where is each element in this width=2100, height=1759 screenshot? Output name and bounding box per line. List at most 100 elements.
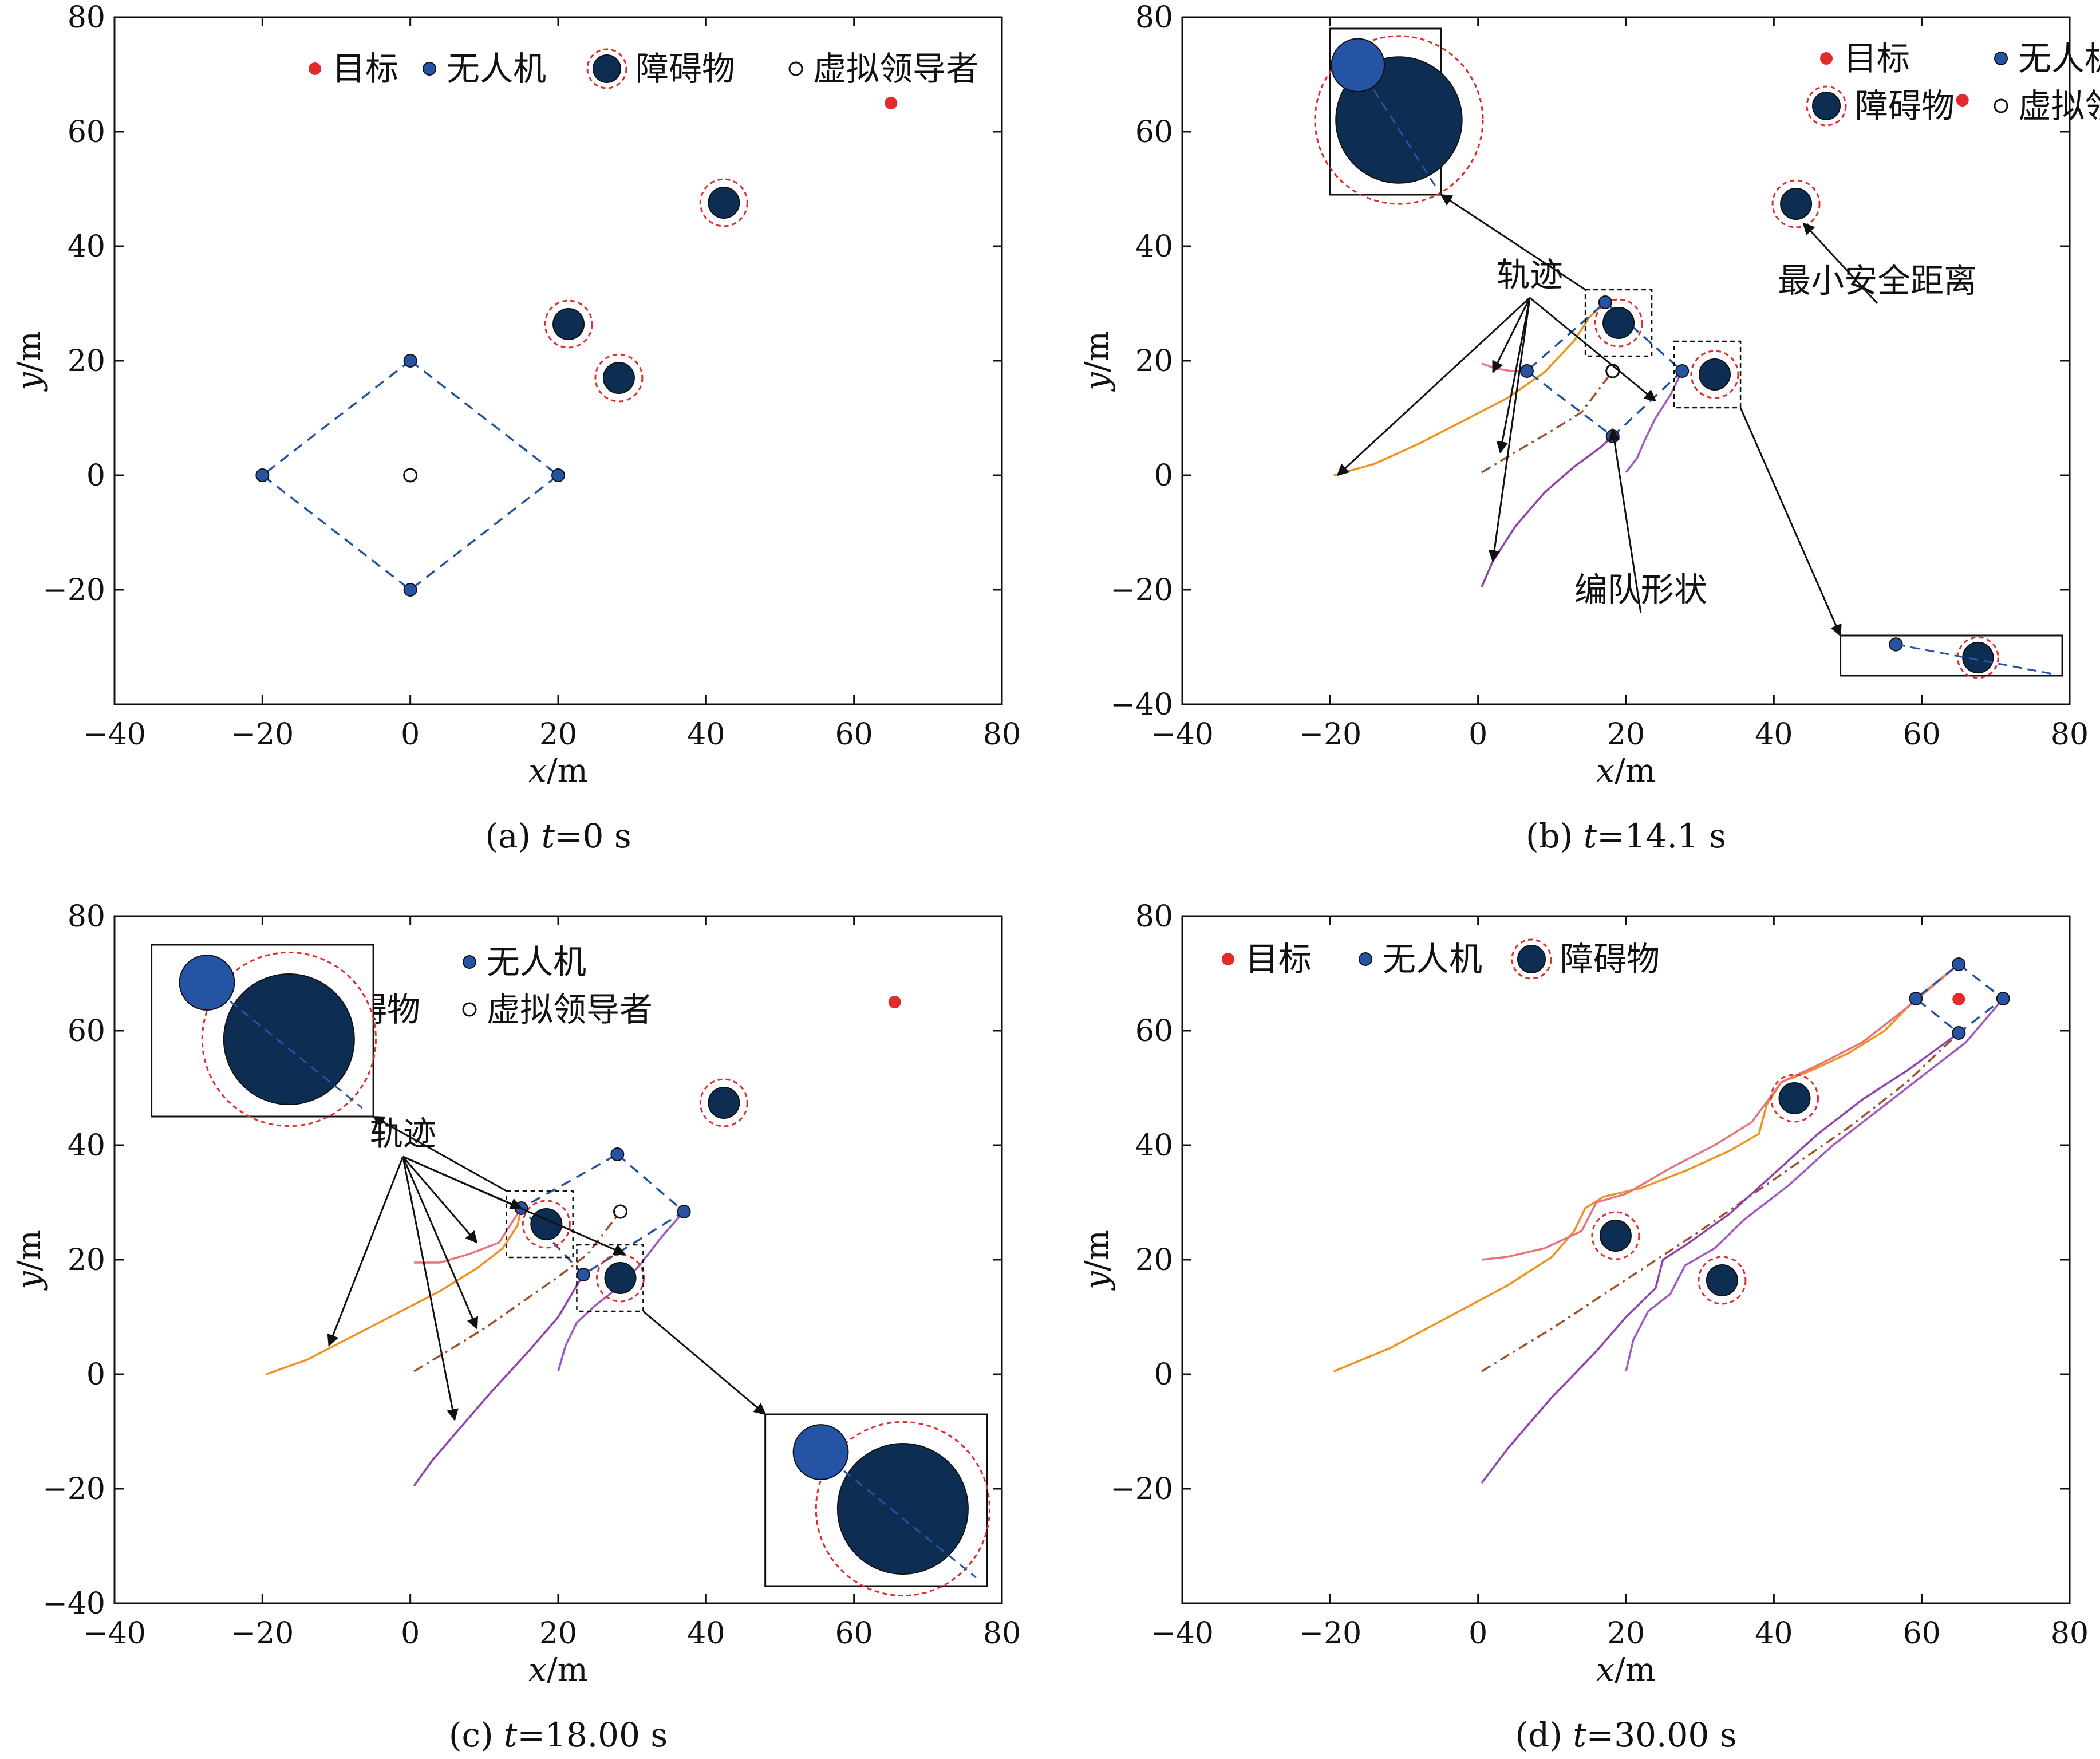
caption-rest: =14.1 s xyxy=(1597,817,1726,855)
obstacle-safety-ring xyxy=(1591,1211,1640,1260)
y-axis-label: y/m xyxy=(1079,331,1116,392)
obstacle-safety-ring xyxy=(699,1078,748,1127)
inset-formation-edge xyxy=(1357,64,1436,187)
y-axis-label: y/m xyxy=(1079,1230,1116,1291)
x-axis-unit: /m xyxy=(1615,1651,1656,1689)
annotation-arrow xyxy=(402,1156,479,1330)
y-tick-label: 40 xyxy=(68,230,105,264)
x-tick-label: 20 xyxy=(1607,1616,1645,1651)
obstacle xyxy=(1699,358,1731,391)
obstacle-safety-ring xyxy=(699,178,748,227)
legend-label: 目标 xyxy=(1245,940,1312,979)
caption-prefix: (a) xyxy=(485,817,541,855)
x-axis-unit: /m xyxy=(547,1651,588,1689)
caption-prefix: (b) xyxy=(1526,817,1584,855)
legend-label: 虚拟领导者 xyxy=(813,49,979,88)
trajectory xyxy=(266,1208,523,1375)
legend-marker-uav xyxy=(463,955,476,969)
panel-caption: (b) t=14.1 s xyxy=(1526,817,1726,855)
legend-label: 目标 xyxy=(1844,39,1910,78)
x-tick-label: −40 xyxy=(1151,1616,1214,1651)
x-axis-label: x/m xyxy=(1596,752,1656,790)
x-tick-label: 0 xyxy=(1469,1616,1487,1651)
annotation-arrow xyxy=(1496,297,1531,454)
trajectory xyxy=(1481,370,1614,474)
caption-prefix: (c) xyxy=(449,1715,504,1754)
y-axis-label: y/m xyxy=(11,331,48,392)
legend-target-dot xyxy=(1222,953,1234,965)
obstacle-safety-ring xyxy=(594,353,644,403)
caption-rest: =30.00 s xyxy=(1586,1715,1737,1754)
obstacle xyxy=(1780,188,1813,220)
trajectory xyxy=(1625,997,2004,1372)
y-tick-label: 80 xyxy=(1135,1,1173,35)
y-tick-label: 80 xyxy=(1135,900,1173,934)
y-axis-var: y xyxy=(11,1271,48,1291)
virtual-leader-point xyxy=(613,1204,627,1219)
y-axis-unit: /m xyxy=(1079,331,1116,372)
inset-pointer-arrow xyxy=(1440,194,1586,291)
uav-point xyxy=(576,1268,590,1281)
legend-label: 无人机 xyxy=(1383,940,1482,979)
x-tick-label: −40 xyxy=(83,1616,146,1651)
y-tick-label: −40 xyxy=(1110,688,1173,722)
legend-obstacle-body xyxy=(593,54,621,83)
legend-uav-dot xyxy=(463,955,476,969)
target-point xyxy=(885,97,898,109)
x-tick-label: 40 xyxy=(1755,1616,1793,1651)
inset-formation-edge xyxy=(1896,643,2051,675)
obstacle-safety-ring xyxy=(544,299,593,349)
legend-label: 无人机 xyxy=(487,942,586,981)
y-tick-label: −20 xyxy=(1110,1472,1173,1506)
legend-marker-leader xyxy=(788,61,803,76)
target-point xyxy=(888,996,901,1008)
y-tick-label: −20 xyxy=(42,1472,105,1506)
obstacle-safety-ring xyxy=(1770,1074,1819,1123)
legend-leader-dot xyxy=(1994,98,2008,113)
legend-uav-dot xyxy=(1359,952,1372,966)
x-tick-label: 80 xyxy=(2051,717,2089,752)
inset-pointer-arrow xyxy=(642,1310,767,1415)
inset-obstacle-safety xyxy=(815,1421,991,1597)
inset-formation-edge xyxy=(206,981,363,1109)
legend-marker-obstacle xyxy=(1806,85,1847,127)
x-axis-label: x/m xyxy=(528,1651,588,1689)
legend-marker-uav xyxy=(1359,952,1372,966)
x-tick-label: 80 xyxy=(983,717,1021,752)
annotation-arrow xyxy=(1529,297,1657,402)
x-tick-label: 40 xyxy=(687,1616,725,1651)
caption-rest: =18.00 s xyxy=(517,1715,668,1754)
x-tick-label: 20 xyxy=(1607,717,1645,752)
trajectory xyxy=(1481,1032,1960,1373)
annotation-label: 编队形状 xyxy=(1574,570,1707,609)
uav-point xyxy=(255,468,270,482)
uav-point xyxy=(1909,992,1923,1005)
trajectory xyxy=(1481,435,1613,587)
inset-obstacle xyxy=(1962,641,1994,674)
y-axis-label: y/m xyxy=(11,1230,48,1291)
caption-var: t xyxy=(504,1715,518,1754)
caption-var: t xyxy=(1573,1715,1586,1754)
y-tick-label: 60 xyxy=(1135,115,1173,149)
x-axis-unit: /m xyxy=(547,752,588,790)
uav-point xyxy=(1996,992,2010,1005)
y-tick-label: 0 xyxy=(86,459,105,493)
uav-point xyxy=(1519,364,1534,378)
x-tick-label: −40 xyxy=(83,717,146,752)
annotation-arrow xyxy=(402,1155,626,1256)
legend-marker-target xyxy=(1222,953,1234,965)
y-tick-label: 20 xyxy=(1135,1243,1173,1277)
y-axis-var: y xyxy=(1079,1271,1116,1291)
obstacle xyxy=(604,1262,637,1294)
annotation-arrow xyxy=(402,1156,478,1244)
x-tick-label: 0 xyxy=(1469,717,1487,752)
x-tick-label: 0 xyxy=(401,1616,420,1651)
axes-frame xyxy=(1181,915,2071,1604)
obstacle xyxy=(602,362,635,394)
x-tick-label: −20 xyxy=(231,717,294,752)
uav-point xyxy=(1675,364,1690,378)
trajectory xyxy=(1333,963,1960,1373)
x-tick-label: 40 xyxy=(687,717,725,752)
y-axis-unit: /m xyxy=(11,1230,48,1271)
